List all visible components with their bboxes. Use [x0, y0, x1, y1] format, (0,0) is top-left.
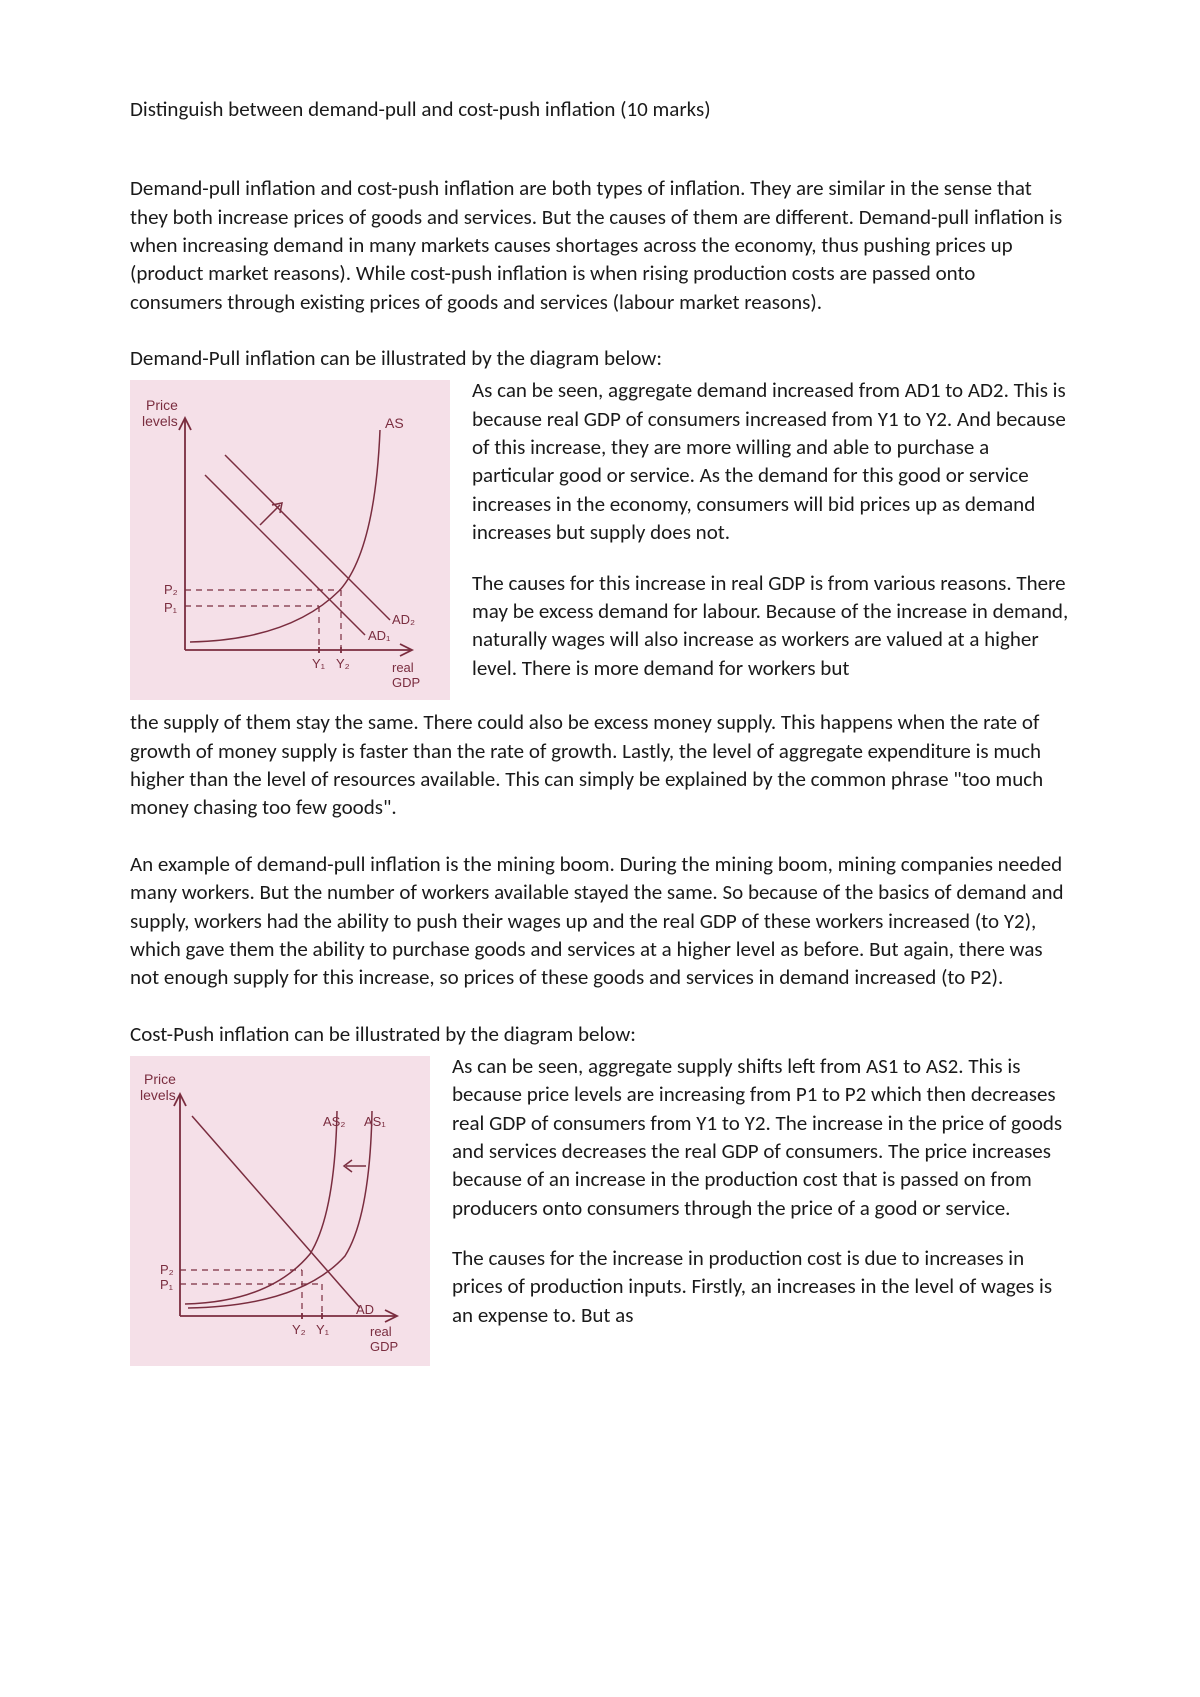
cp-p1-label: P₁ [160, 1277, 174, 1292]
real-label: real [392, 660, 414, 675]
ad1-label: AD₁ [368, 628, 391, 643]
cp-section: Price levels AS₂ AS₁ AD P₁ P₂ Y₂ Y₁ real… [130, 1052, 1070, 1370]
cp-p2-label: P₂ [160, 1262, 174, 1277]
cp-levels-label: levels [140, 1087, 176, 1103]
y2-label: Y₂ [336, 656, 350, 671]
y1-label: Y₁ [312, 656, 326, 671]
dp-text-2b: the supply of them stay the same. There … [130, 708, 1070, 821]
dp-diagram: Price levels AS AD₁ AD₂ P₁ P₂ Y₁ Y₂ real… [130, 380, 450, 700]
dp-heading: Demand-Pull inflation can be illustrated… [130, 344, 1070, 372]
dp-diagram-svg: Price levels AS AD₁ AD₂ P₁ P₂ Y₁ Y₂ real… [130, 380, 450, 700]
cp-ad-label: AD [356, 1302, 374, 1317]
cp-as1-curve [188, 1111, 372, 1308]
cp-as1-label: AS₁ [364, 1114, 386, 1129]
dp-section: Price levels AS AD₁ AD₂ P₁ P₂ Y₁ Y₂ real… [130, 376, 1070, 704]
cp-as2-curve [185, 1111, 337, 1304]
p1-label: P₁ [164, 600, 178, 615]
levels-label: levels [142, 413, 178, 429]
intro-paragraph: Demand-pull inflation and cost-push infl… [130, 174, 1070, 316]
price-label: Price [146, 397, 178, 413]
cp-y2-label: Y₂ [292, 1322, 306, 1337]
cp-y1-label: Y₁ [316, 1322, 330, 1337]
cp-diagram-svg: Price levels AS₂ AS₁ AD P₁ P₂ Y₂ Y₁ real… [130, 1056, 430, 1366]
dp-diagram-container: Price levels AS AD₁ AD₂ P₁ P₂ Y₁ Y₂ real… [130, 380, 450, 700]
dp-example: An example of demand-pull inflation is t… [130, 850, 1070, 992]
cp-gdp-label: GDP [370, 1339, 398, 1354]
cp-as2-label: AS₂ [323, 1114, 345, 1129]
cp-price-label: Price [144, 1071, 176, 1087]
cp-heading: Cost-Push inflation can be illustrated b… [130, 1020, 1070, 1048]
ad2-label: AD₂ [392, 612, 415, 627]
as-label: AS [385, 415, 404, 431]
cp-diagram-container: Price levels AS₂ AS₁ AD P₁ P₂ Y₂ Y₁ real… [130, 1056, 430, 1366]
ad1-line [205, 475, 365, 635]
p2-label: P₂ [164, 582, 178, 597]
cp-real-label: real [370, 1324, 392, 1339]
gdp-label: GDP [392, 675, 420, 690]
cp-diagram: Price levels AS₂ AS₁ AD P₁ P₂ Y₂ Y₁ real… [130, 1056, 430, 1366]
shift-arrow-shaft [260, 505, 280, 525]
question-title: Distinguish between demand-pull and cost… [130, 95, 1070, 124]
cp-ad-line [192, 1116, 360, 1308]
as-curve [190, 430, 380, 642]
